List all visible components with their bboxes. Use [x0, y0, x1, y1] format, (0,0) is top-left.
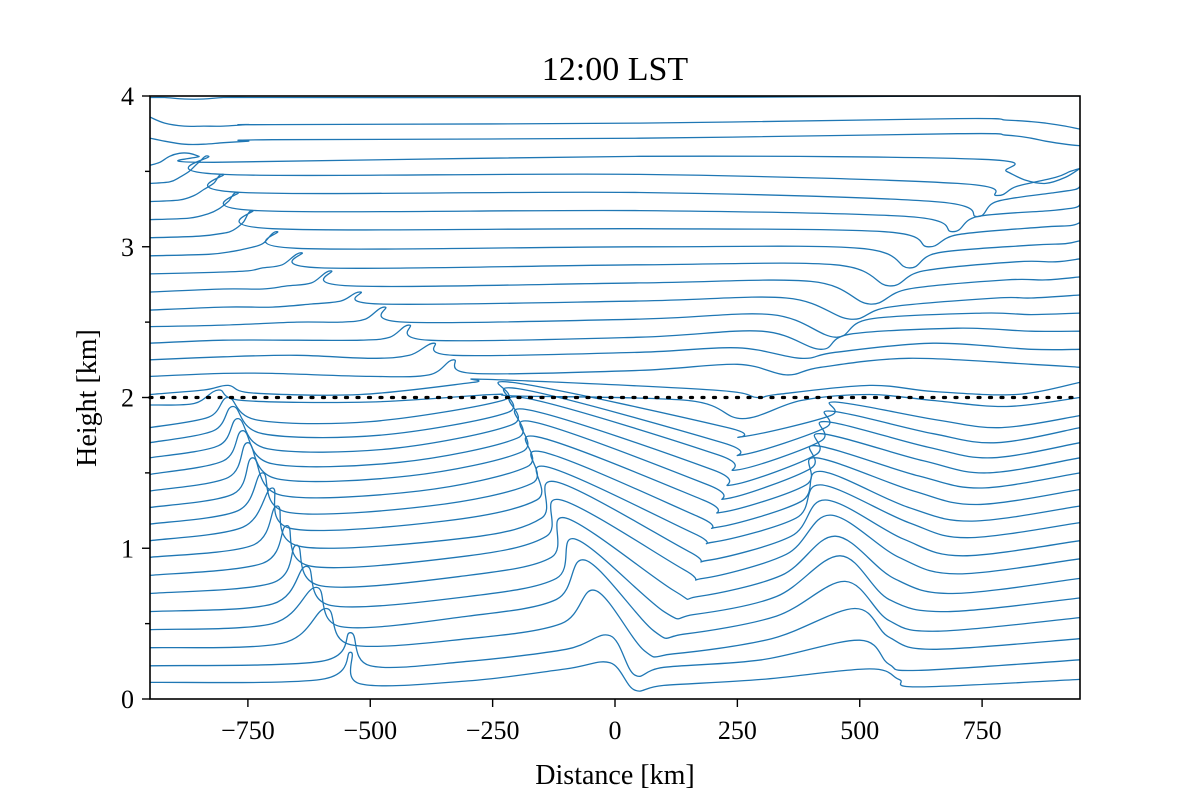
x-tick-label: −750 — [221, 716, 275, 745]
series-layer — [150, 96, 1080, 692]
y-tick-label: 3 — [121, 233, 134, 262]
y-tick-label: 0 — [121, 685, 134, 714]
chart-title: 12:00 LST — [542, 51, 689, 88]
plot-area — [148, 96, 1082, 692]
streamline-22 — [150, 306, 1080, 338]
streamline-33 — [150, 116, 1080, 130]
x-tick-label: −500 — [343, 716, 397, 745]
streamline-12 — [150, 420, 1080, 501]
streamline-27 — [150, 209, 1080, 248]
x-axis-ticks: −750 −500 −250 0 250 500 750 — [221, 699, 1002, 745]
x-axis-label: Distance [km] — [535, 760, 694, 791]
y-axis-label: Height [km] — [72, 329, 103, 467]
streamline-9 — [150, 465, 1080, 545]
streamline-26 — [150, 231, 1080, 269]
streamline-16 — [150, 381, 1080, 439]
streamline-2 — [150, 632, 1080, 677]
streamline-13 — [150, 408, 1080, 487]
streamline-30 — [150, 155, 1080, 197]
x-tick-label: −250 — [466, 716, 520, 745]
streamline-28 — [150, 191, 1080, 233]
streamline-11 — [150, 435, 1080, 514]
streamline-10 — [150, 450, 1080, 529]
y-tick-label: 4 — [121, 82, 134, 111]
streamline-7 — [150, 498, 1080, 581]
streamline-32 — [150, 132, 1080, 147]
y-tick-label: 2 — [121, 384, 134, 413]
streamline-21 — [150, 324, 1080, 350]
streamline-18 — [150, 378, 1080, 399]
x-tick-label: 500 — [840, 716, 879, 745]
streamline-8 — [150, 480, 1080, 563]
streamline-25 — [150, 252, 1080, 287]
streamline-20 — [150, 342, 1080, 361]
streamline-29 — [150, 173, 1080, 218]
streamline-4 — [150, 559, 1080, 639]
y-axis-ticks: 0 1 2 3 4 — [121, 82, 150, 714]
streamline-23 — [150, 291, 1080, 320]
streamline-3 — [150, 589, 1080, 658]
streamline-34 — [150, 96, 1080, 100]
x-tick-label: 750 — [963, 716, 1002, 745]
streamline-15 — [150, 387, 1080, 457]
x-tick-label: 250 — [718, 716, 757, 745]
streamline-5 — [150, 538, 1080, 620]
streamline-31 — [150, 152, 1080, 185]
streamline-14 — [150, 396, 1080, 471]
y-tick-label: 1 — [121, 534, 134, 563]
streamline-19 — [150, 357, 1080, 378]
streamline-24 — [150, 270, 1080, 305]
x-tick-label: 0 — [609, 716, 622, 745]
streamline-1 — [150, 651, 1080, 692]
